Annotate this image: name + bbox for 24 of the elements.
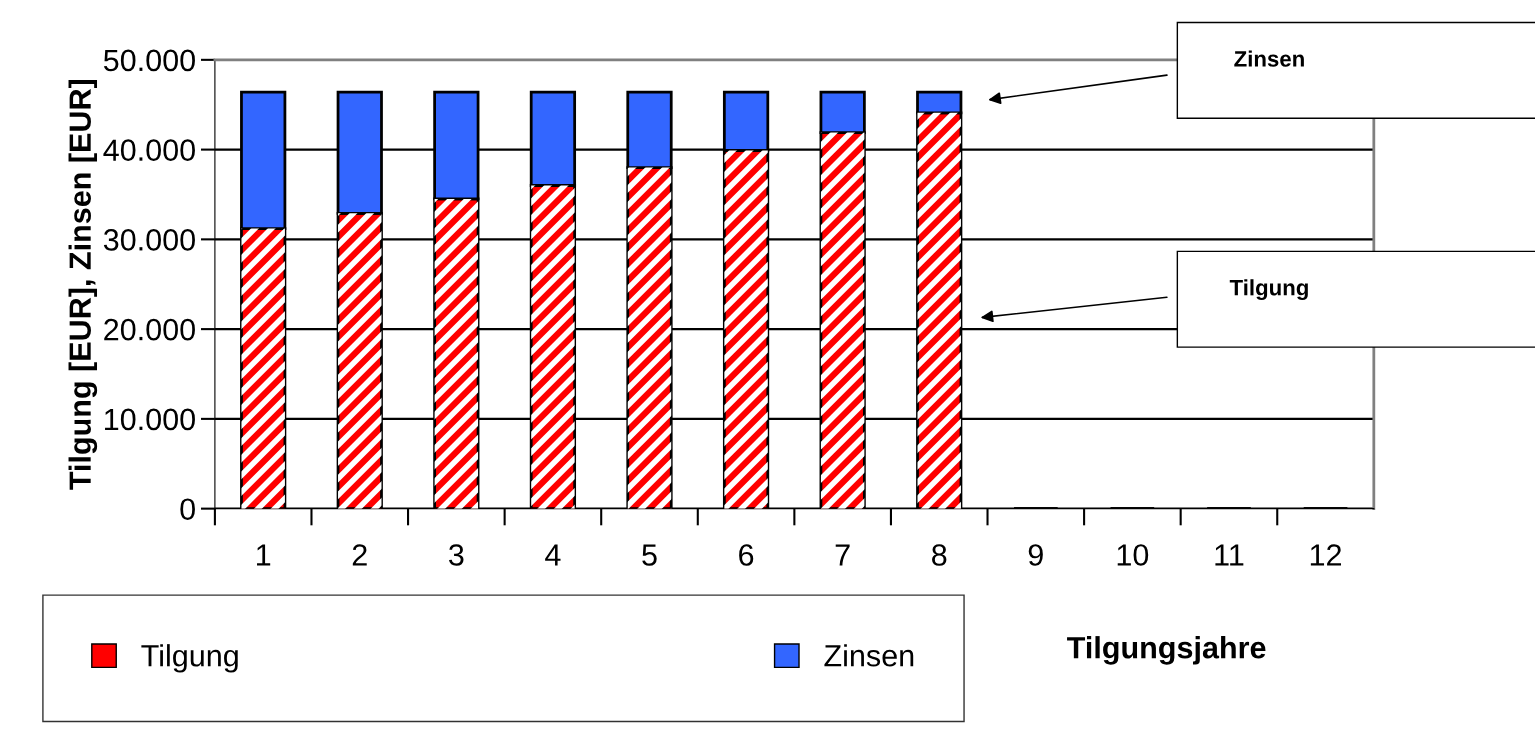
y-axis-title: Tilgung [EUR], Zinsen [EUR] [68,79,98,490]
y-tick-label: 40.000 [103,139,195,161]
x-tick-label: 11 [1215,544,1244,566]
y-tick-label: 30.000 [103,229,195,251]
annotation: Zinsen [1234,50,1304,67]
x-tick-label: 12 [1310,544,1341,566]
x-tick-label: 10 [1117,544,1149,566]
legend-label: Zinsen [824,644,914,667]
x-tick-label: 5 [642,544,657,566]
y-tick-label: 10.000 [105,408,195,431]
x-tick-label: 4 [545,544,561,566]
y-tick-label: 50.000 [103,49,195,72]
annotation: Tilgung [1229,279,1308,301]
x-tick-label: 6 [739,544,754,566]
x-tick-label: 7 [835,544,850,566]
x-tick-label: 8 [932,544,947,566]
x-axis-title: Tilgungsjahre [1067,636,1266,665]
x-tick-label: 1 [257,544,271,566]
legend-label: Tilgung [141,644,238,673]
y-tick-label: 20.000 [104,318,195,341]
y-tick-label: 0 [180,498,195,521]
x-tick-label: 3 [449,544,464,566]
x-tick-label: 2 [352,544,367,566]
x-tick-label: 9 [1028,544,1043,566]
